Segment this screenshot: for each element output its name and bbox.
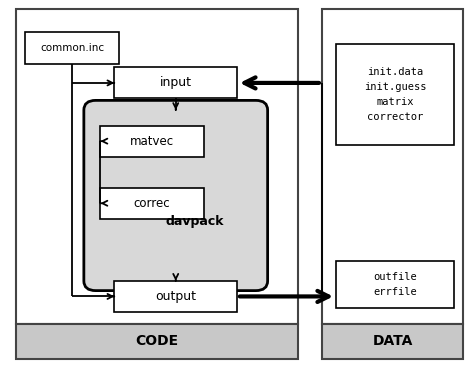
- FancyBboxPatch shape: [336, 44, 454, 145]
- Text: matvec: matvec: [130, 135, 174, 148]
- FancyBboxPatch shape: [322, 324, 463, 359]
- Text: init.data
init.guess
matrix
corrector: init.data init.guess matrix corrector: [364, 67, 426, 122]
- FancyBboxPatch shape: [25, 32, 119, 63]
- FancyBboxPatch shape: [115, 281, 237, 312]
- Text: DATA: DATA: [372, 334, 413, 348]
- FancyBboxPatch shape: [322, 9, 463, 324]
- Text: correc: correc: [134, 197, 171, 210]
- FancyBboxPatch shape: [84, 100, 268, 291]
- Text: common.inc: common.inc: [40, 43, 104, 53]
- FancyBboxPatch shape: [100, 188, 204, 219]
- Text: outfile
errfile: outfile errfile: [373, 273, 417, 297]
- FancyBboxPatch shape: [16, 324, 298, 359]
- FancyBboxPatch shape: [336, 262, 454, 308]
- FancyBboxPatch shape: [115, 67, 237, 99]
- Text: CODE: CODE: [136, 334, 178, 348]
- FancyBboxPatch shape: [100, 126, 204, 157]
- FancyBboxPatch shape: [16, 9, 298, 324]
- Text: davpack: davpack: [165, 215, 224, 228]
- Text: output: output: [155, 290, 196, 303]
- Text: input: input: [160, 76, 192, 90]
